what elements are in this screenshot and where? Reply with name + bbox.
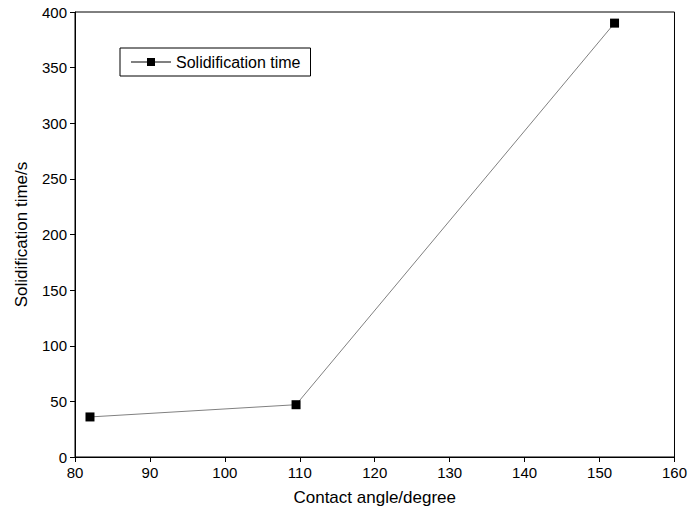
- svg-text:110: 110: [288, 464, 312, 481]
- svg-text:80: 80: [67, 464, 84, 481]
- svg-text:100: 100: [212, 464, 237, 481]
- svg-text:120: 120: [362, 464, 387, 481]
- svg-text:150: 150: [587, 464, 612, 481]
- svg-text:350: 350: [42, 59, 67, 76]
- svg-text:300: 300: [42, 115, 67, 132]
- svg-text:Solidification time: Solidification time: [176, 54, 301, 71]
- svg-text:100: 100: [42, 337, 67, 354]
- svg-text:50: 50: [50, 393, 67, 410]
- svg-text:90: 90: [142, 464, 159, 481]
- svg-text:130: 130: [437, 464, 462, 481]
- svg-text:0: 0: [59, 449, 67, 466]
- svg-text:150: 150: [42, 282, 67, 299]
- svg-text:400: 400: [42, 4, 67, 21]
- svg-text:140: 140: [512, 464, 537, 481]
- svg-text:160: 160: [662, 464, 687, 481]
- svg-text:Solidification time/s: Solidification time/s: [12, 162, 31, 308]
- svg-text:200: 200: [42, 226, 67, 243]
- svg-text:250: 250: [42, 170, 67, 187]
- svg-text:Contact angle/degree: Contact angle/degree: [293, 488, 456, 507]
